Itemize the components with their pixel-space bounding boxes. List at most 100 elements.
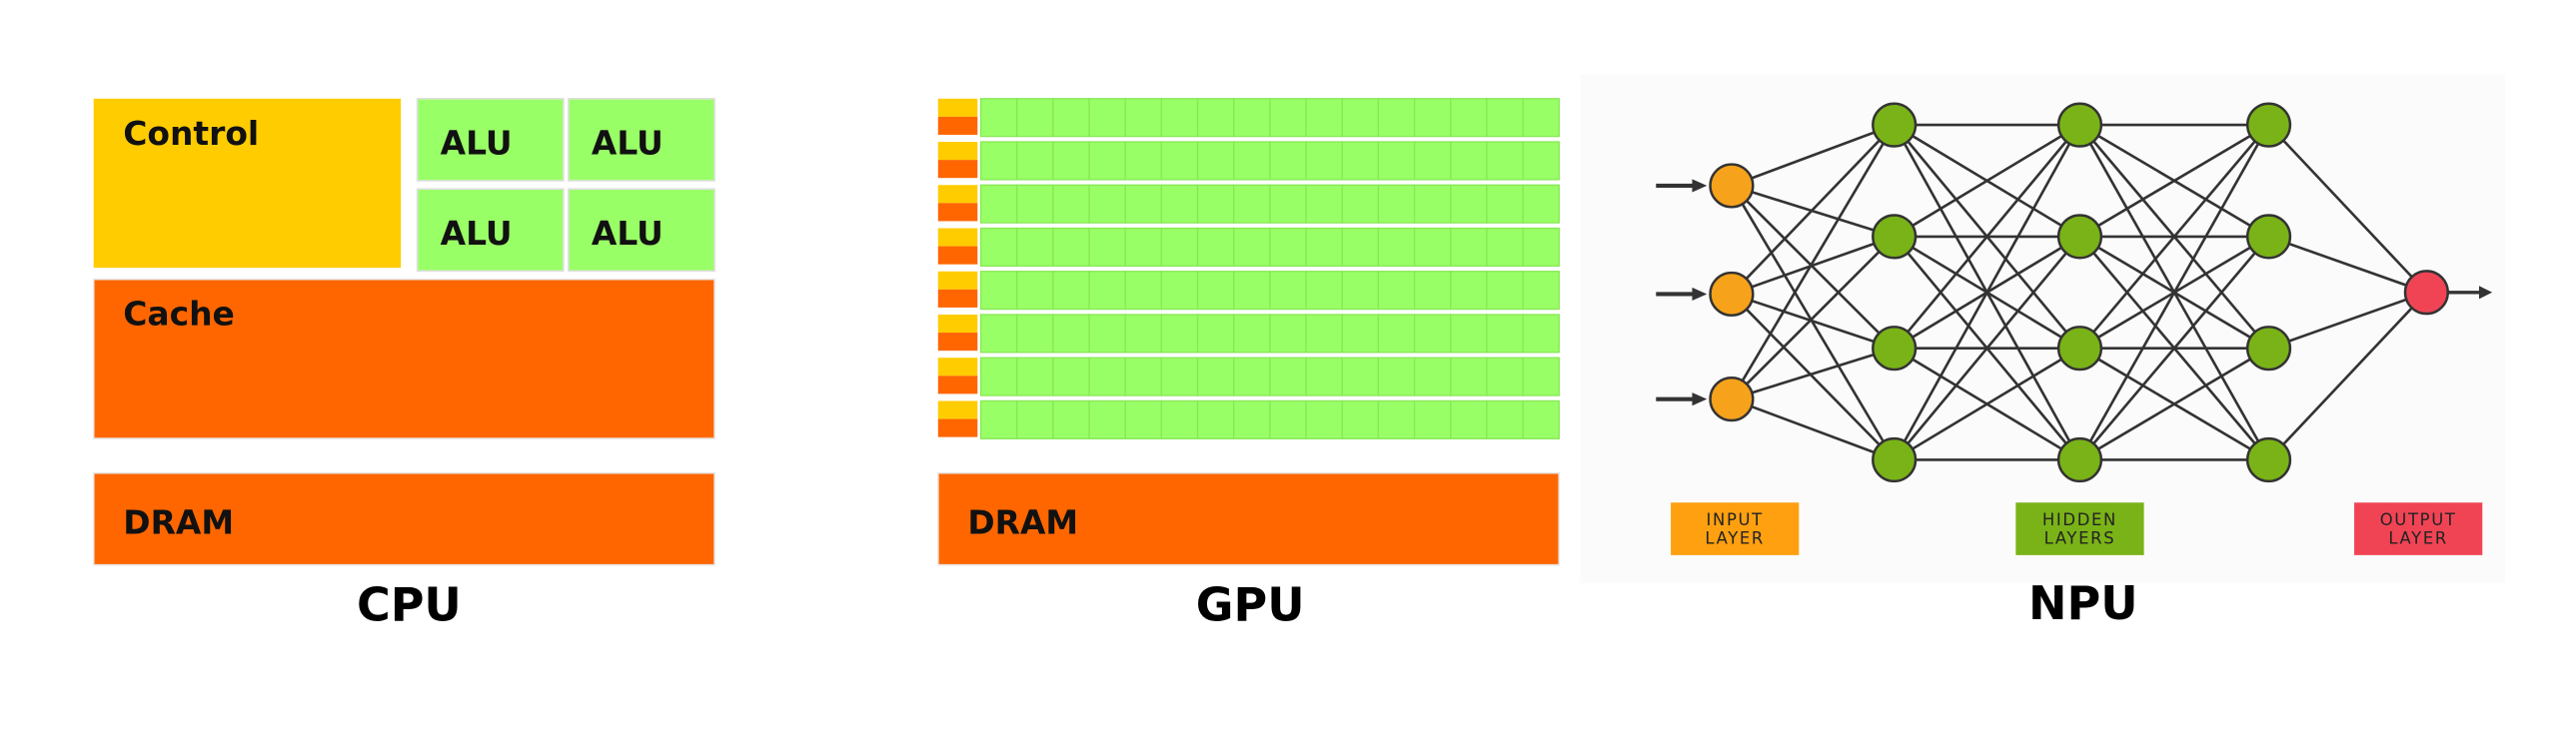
gpu-core: [1196, 314, 1235, 354]
gpu-core: [1160, 314, 1199, 354]
gpu-control: [937, 358, 978, 376]
gpu-core: [1450, 184, 1488, 224]
gpu-core: [979, 314, 1018, 354]
gpu-core: [1233, 141, 1271, 181]
alu-block: [568, 97, 716, 182]
edge: [1730, 124, 1896, 296]
gpu-core: [1196, 98, 1235, 138]
edge: [1730, 235, 1896, 400]
node: [2245, 214, 2292, 260]
gpu-core: [1124, 184, 1163, 224]
gpu-core: [1052, 98, 1090, 138]
edge: [2267, 291, 2428, 461]
node: [2245, 326, 2292, 372]
dram-block: [936, 471, 1561, 566]
cache-block: [92, 278, 716, 439]
gpu-core: [1124, 357, 1163, 396]
gpu-core: [1377, 227, 1416, 267]
alu-label: ALU: [592, 124, 663, 163]
gpu-core: [1233, 227, 1271, 267]
gpu-core: [1486, 141, 1524, 181]
gpu-core: [1088, 98, 1126, 138]
gpu-core: [1305, 357, 1343, 396]
edge: [2268, 235, 2427, 295]
gpu-core: [1016, 357, 1054, 396]
gpu-control: [937, 98, 978, 117]
gpu-core: [1486, 357, 1524, 396]
edge: [1893, 124, 2081, 461]
node: [2403, 270, 2449, 316]
gpu-core: [1124, 314, 1163, 354]
gpu-core: [979, 357, 1018, 396]
legend-label: OUTPUT: [2380, 510, 2457, 529]
edge: [1894, 347, 2081, 461]
gpu-cache: [937, 289, 978, 308]
gpu-core: [1052, 357, 1090, 396]
legend-label: LAYER: [2388, 528, 2448, 547]
gpu-core: [1016, 184, 1054, 224]
gpu-core: [1196, 399, 1235, 439]
gpu-core: [1413, 399, 1452, 439]
gpu-control: [937, 228, 978, 247]
node: [1872, 214, 1918, 260]
gpu-core: [1486, 314, 1524, 354]
gpu-core: [1052, 141, 1090, 181]
alu-block: [416, 97, 565, 182]
cache-label: Cache: [123, 295, 235, 334]
gpu-core: [1341, 141, 1380, 181]
gpu-core: [1522, 399, 1560, 439]
gpu-core: [1522, 314, 1560, 354]
gpu-core: [1124, 98, 1163, 138]
gpu-core: [1233, 98, 1271, 138]
gpu-core: [1522, 271, 1560, 311]
gpu-core: [1341, 357, 1380, 396]
node: [2056, 214, 2103, 260]
gpu-core: [1522, 98, 1560, 138]
legend-label: HIDDEN: [2042, 510, 2117, 529]
gpu-core: [1088, 184, 1126, 224]
gpu-core: [979, 399, 1018, 439]
gpu-core: [1088, 314, 1126, 354]
gpu-core: [1377, 399, 1416, 439]
gpu-cache: [937, 203, 978, 222]
gpu-core: [1450, 399, 1488, 439]
gpu-core: [1233, 314, 1271, 354]
arrow-head: [1692, 287, 1708, 302]
gpu-core: [1305, 98, 1343, 138]
legend-input: [1671, 502, 1800, 555]
gpu-core: [1522, 357, 1560, 396]
gpu-core: [1016, 271, 1054, 311]
gpu-control: [937, 142, 978, 161]
gpu-core: [1377, 184, 1416, 224]
gpu-core: [1233, 184, 1271, 224]
gpu-core: [1052, 184, 1090, 224]
edge: [1731, 347, 1896, 400]
node: [1709, 163, 1755, 209]
legend-label: LAYERS: [2044, 528, 2116, 547]
gpu-core: [1341, 314, 1380, 354]
gpu-core: [1052, 314, 1090, 354]
gpu-core: [1269, 314, 1307, 354]
gpu-core: [1522, 184, 1560, 224]
gpu-core: [1196, 357, 1235, 396]
gpu-core: [1341, 271, 1380, 311]
edge: [1731, 123, 1896, 188]
gpu-core: [979, 227, 1018, 267]
edge: [2078, 123, 2270, 239]
gpu-core: [1088, 141, 1126, 181]
gpu-cache: [937, 246, 978, 265]
gpu-core: [1160, 184, 1199, 224]
gpu-cache: [937, 160, 978, 179]
node: [2245, 436, 2292, 483]
node: [2056, 436, 2103, 483]
gpu-core: [1450, 227, 1488, 267]
gpu-control: [937, 400, 978, 419]
edge: [1731, 397, 1896, 461]
dram-block: [92, 471, 716, 566]
node: [1709, 271, 1755, 318]
gpu-core: [1196, 227, 1235, 267]
gpu-core: [1450, 271, 1488, 311]
gpu-core: [1269, 141, 1307, 181]
node: [1872, 436, 1918, 483]
